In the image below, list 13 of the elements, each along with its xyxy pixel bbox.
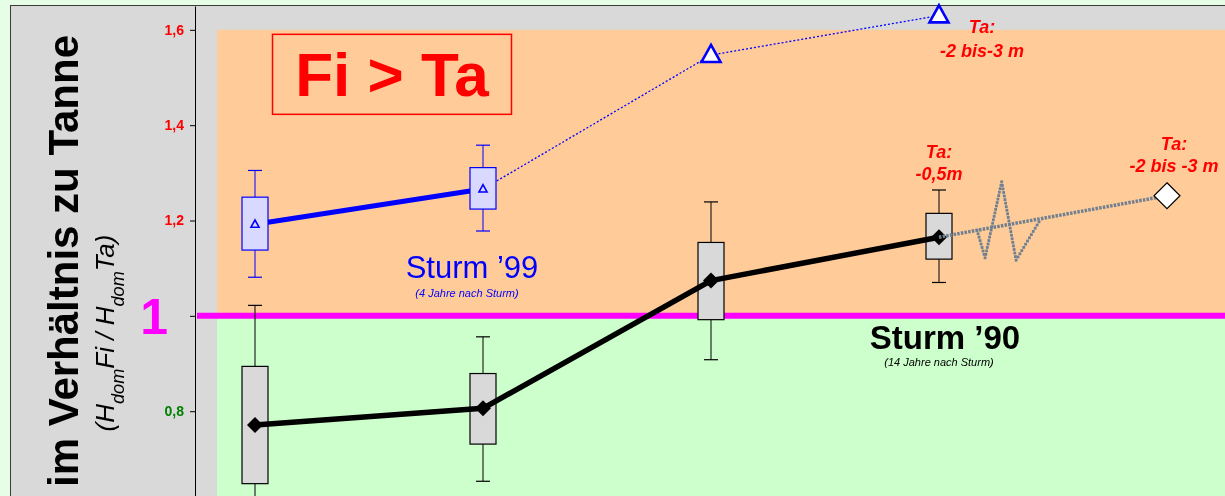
annotation: (14 Jahre nach Sturm) bbox=[884, 356, 995, 368]
series-label: Sturm ’99 bbox=[405, 250, 539, 285]
band-label: Fi > Ta bbox=[295, 39, 490, 109]
annotation: Ta: -0,5m bbox=[915, 142, 963, 184]
annotation: Ta: -2 bis -3 m bbox=[1129, 134, 1219, 176]
y-tick-label: 1,2 bbox=[164, 212, 185, 229]
ref-line-label: 1 bbox=[140, 288, 168, 345]
y-tick-label: 1,6 bbox=[164, 21, 185, 38]
text: Sturm ’90 bbox=[869, 319, 1021, 356]
y-tick-label: 1,4 bbox=[164, 117, 185, 134]
annotation: Ta: -2 bis-3 m bbox=[939, 17, 1025, 61]
annotation: (4 Jahre nach Sturm) bbox=[415, 287, 519, 299]
y-tick-label: 0,8 bbox=[164, 403, 185, 420]
